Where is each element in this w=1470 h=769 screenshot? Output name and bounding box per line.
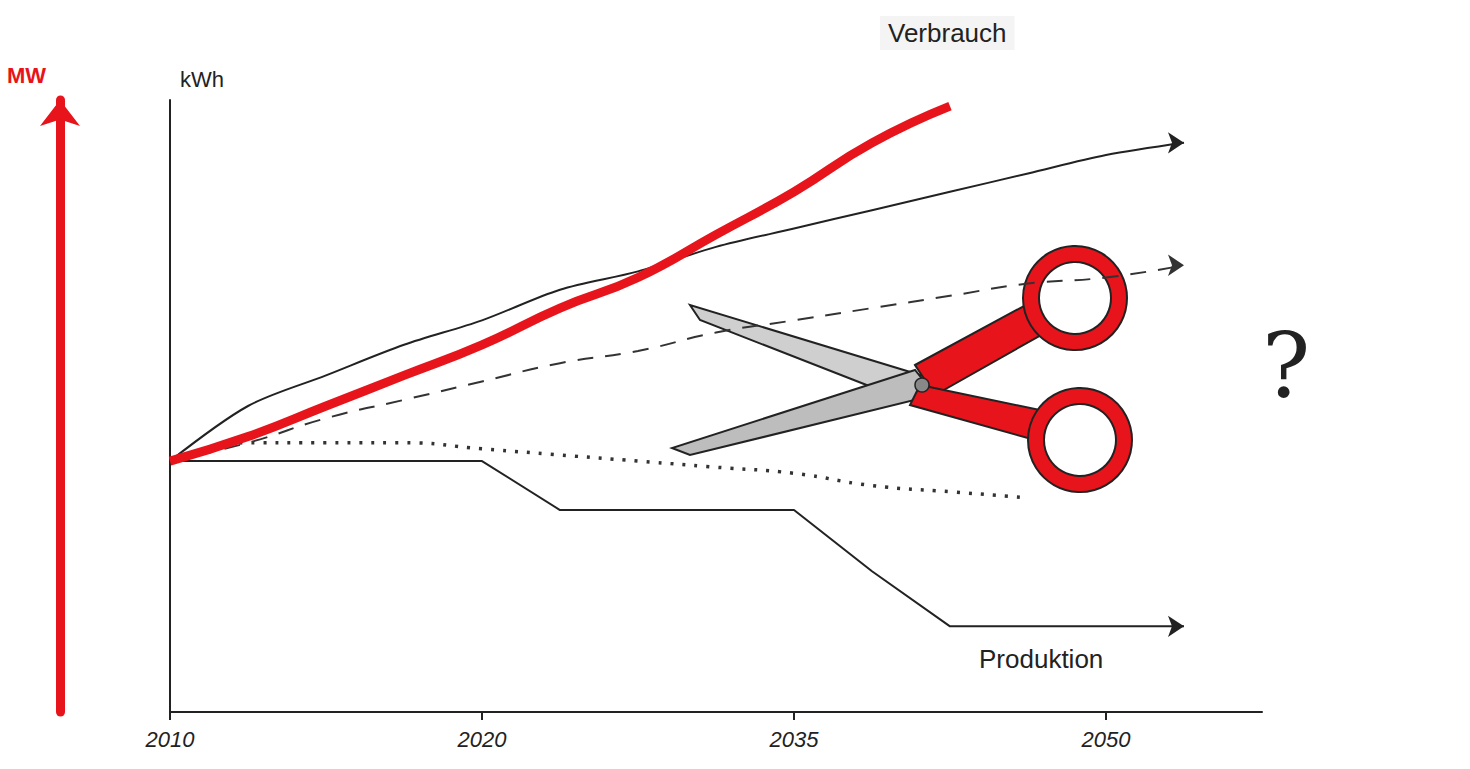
svg-text:2020: 2020	[457, 727, 508, 752]
svg-text:MW: MW	[7, 63, 46, 88]
svg-text:2050: 2050	[1081, 727, 1132, 752]
svg-text:Verbrauch: Verbrauch	[888, 18, 1007, 48]
svg-text:kWh: kWh	[180, 67, 224, 92]
svg-text:2010: 2010	[145, 727, 196, 752]
svg-text:Produktion: Produktion	[979, 644, 1103, 674]
svg-text:2035: 2035	[769, 727, 820, 752]
svg-text:?: ?	[1262, 313, 1310, 418]
